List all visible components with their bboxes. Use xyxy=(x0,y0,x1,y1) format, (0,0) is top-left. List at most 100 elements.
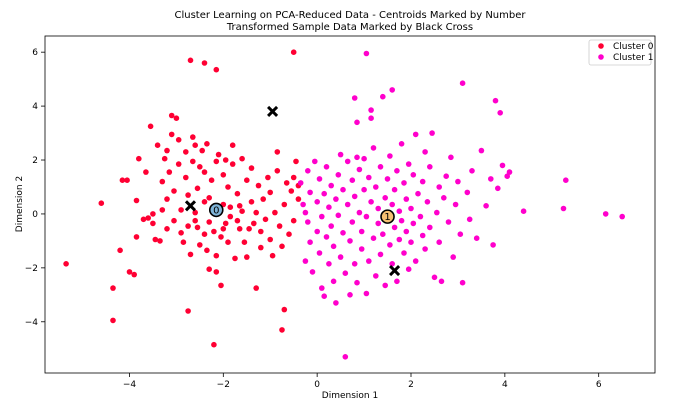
data-point-cluster-1 xyxy=(417,213,424,220)
data-point-cluster-0 xyxy=(197,242,203,248)
data-point-cluster-0 xyxy=(164,147,170,154)
data-point-cluster-0 xyxy=(232,255,238,262)
data-point-cluster-0 xyxy=(185,308,191,314)
data-point-cluster-0 xyxy=(211,341,217,348)
data-point-cluster-1 xyxy=(361,155,367,162)
data-point-cluster-0 xyxy=(110,285,116,291)
data-point-cluster-1 xyxy=(410,172,417,178)
data-point-cluster-1 xyxy=(370,235,377,241)
data-point-cluster-0 xyxy=(161,155,168,162)
data-point-cluster-0 xyxy=(248,165,255,171)
centroid-label: 1 xyxy=(384,212,390,223)
data-point-cluster-0 xyxy=(190,158,196,165)
x-axis-title: Dimension 1 xyxy=(322,391,378,401)
data-point-cluster-1 xyxy=(438,278,445,285)
data-point-cluster-1 xyxy=(478,147,485,154)
data-point-cluster-1 xyxy=(342,270,349,277)
data-point-cluster-0 xyxy=(227,213,234,220)
sample-cross-3 xyxy=(389,264,401,277)
data-point-cluster-0 xyxy=(211,228,217,235)
y-tick-label: 4 xyxy=(32,102,38,112)
data-point-cluster-0 xyxy=(267,236,274,243)
data-point-cluster-0 xyxy=(236,226,243,232)
data-point-cluster-1 xyxy=(412,258,419,264)
data-point-cluster-1 xyxy=(391,186,398,193)
data-point-cluster-0 xyxy=(281,306,288,313)
sample-cross-2 xyxy=(184,200,197,212)
data-point-cluster-1 xyxy=(504,173,511,179)
data-point-cluster-1 xyxy=(429,130,435,136)
data-point-cluster-1 xyxy=(394,278,400,285)
data-point-cluster-1 xyxy=(370,145,377,151)
data-point-cluster-1 xyxy=(305,168,311,174)
data-point-cluster-0 xyxy=(255,182,262,189)
data-point-cluster-1 xyxy=(335,172,342,178)
data-point-cluster-0 xyxy=(258,244,264,251)
data-point-cluster-1 xyxy=(427,224,433,231)
data-point-cluster-0 xyxy=(265,174,271,181)
data-point-cluster-1 xyxy=(342,354,349,360)
data-point-cluster-1 xyxy=(391,224,398,231)
data-point-cluster-0 xyxy=(222,157,229,163)
data-point-cluster-0 xyxy=(293,158,299,165)
data-point-cluster-0 xyxy=(244,254,250,260)
data-point-cluster-0 xyxy=(154,142,161,148)
data-point-cluster-0 xyxy=(201,231,208,237)
data-point-cluster-1 xyxy=(354,279,360,286)
data-point-cluster-0 xyxy=(234,190,241,197)
data-point-cluster-1 xyxy=(412,131,419,138)
data-point-cluster-0 xyxy=(253,209,259,216)
data-point-cluster-1 xyxy=(469,168,475,174)
data-point-cluster-0 xyxy=(274,168,281,174)
data-point-cluster-0 xyxy=(204,141,210,147)
legend-box xyxy=(588,39,652,66)
data-point-cluster-1 xyxy=(403,228,410,235)
data-point-cluster-0 xyxy=(166,169,173,175)
data-point-cluster-0 xyxy=(269,252,276,259)
data-point-cluster-1 xyxy=(490,242,496,248)
data-point-cluster-1 xyxy=(326,261,332,267)
data-point-cluster-1 xyxy=(302,258,309,264)
data-point-cluster-0 xyxy=(187,251,194,258)
data-point-cluster-1 xyxy=(382,195,389,201)
data-point-cluster-0 xyxy=(175,161,182,167)
data-point-cluster-1 xyxy=(330,278,337,285)
y-tick-label: 2 xyxy=(32,156,38,166)
data-point-cluster-0 xyxy=(98,200,105,206)
data-point-cluster-1 xyxy=(436,239,443,245)
data-point-cluster-1 xyxy=(488,176,494,182)
data-point-cluster-1 xyxy=(375,220,382,227)
data-point-cluster-1 xyxy=(396,236,403,243)
data-point-cluster-1 xyxy=(443,173,450,179)
data-point-cluster-1 xyxy=(351,261,358,267)
data-point-cluster-1 xyxy=(321,190,328,197)
data-point-cluster-1 xyxy=(419,232,426,239)
data-point-cluster-1 xyxy=(330,243,337,250)
data-point-cluster-0 xyxy=(208,177,215,183)
data-point-cluster-0 xyxy=(150,220,156,227)
data-point-cluster-1 xyxy=(410,220,417,227)
data-point-cluster-0 xyxy=(168,112,175,119)
data-point-cluster-1 xyxy=(337,254,344,260)
data-point-cluster-0 xyxy=(274,149,281,155)
data-point-cluster-0 xyxy=(117,247,123,254)
data-point-cluster-1 xyxy=(337,151,344,158)
data-point-cluster-0 xyxy=(251,220,257,227)
data-point-cluster-1 xyxy=(349,177,356,183)
data-point-cluster-0 xyxy=(171,188,177,194)
data-point-cluster-0 xyxy=(295,196,302,202)
centroid-label: 0 xyxy=(213,205,219,216)
data-point-cluster-1 xyxy=(382,282,389,289)
data-point-cluster-1 xyxy=(457,231,464,237)
data-point-cluster-1 xyxy=(356,166,363,173)
data-point-cluster-0 xyxy=(260,196,267,202)
data-point-cluster-1 xyxy=(354,154,360,161)
data-point-cluster-0 xyxy=(227,204,234,210)
data-point-cluster-1 xyxy=(307,189,313,196)
data-point-cluster-0 xyxy=(206,219,212,225)
data-point-cluster-1 xyxy=(366,258,372,264)
data-point-cluster-1 xyxy=(373,184,379,190)
data-point-cluster-1 xyxy=(302,209,309,216)
data-point-cluster-1 xyxy=(380,231,386,237)
data-point-cluster-0 xyxy=(159,178,166,185)
